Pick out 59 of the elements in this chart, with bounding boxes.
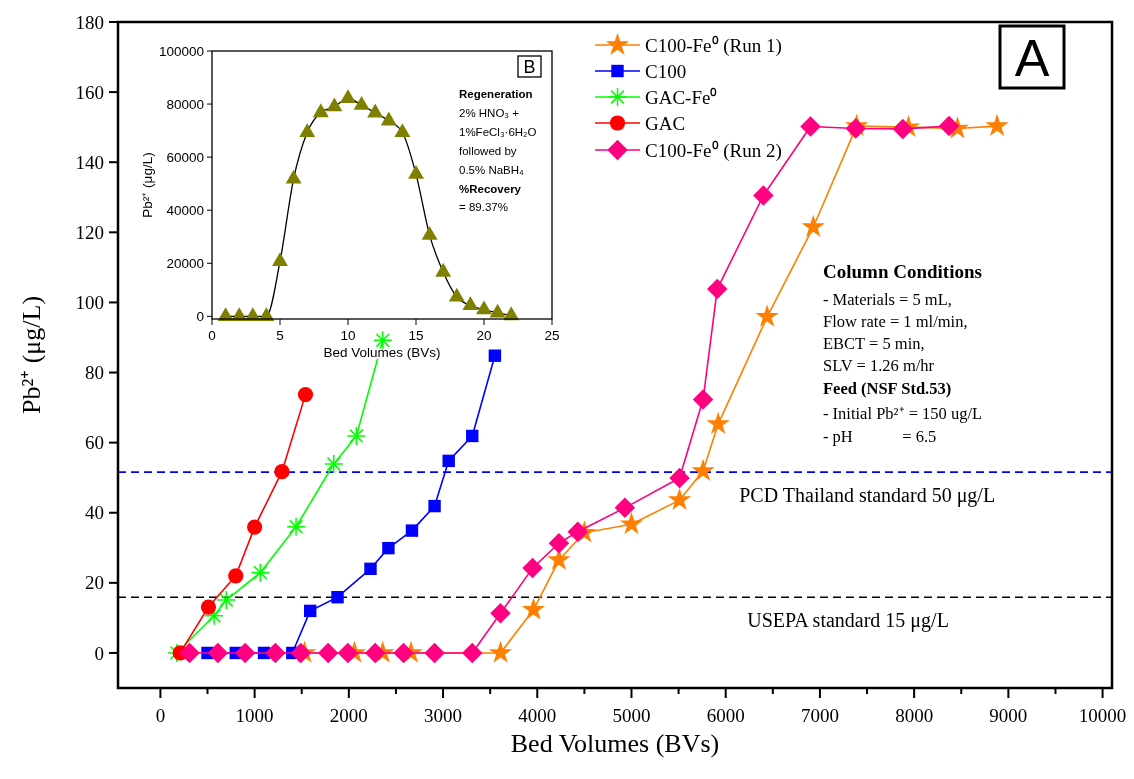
y-tick-label: 180 [75, 11, 104, 33]
y-tick-label: 20 [85, 572, 104, 594]
legend-label: C100 [645, 60, 687, 82]
annotation: EBCT = 5 min, [823, 334, 925, 353]
x-tick-label: 0 [208, 328, 216, 343]
x-axis-title: Bed Volumes (BVs) [510, 729, 720, 758]
annotation: followed by [459, 145, 517, 157]
y-tick-label: 80000 [166, 96, 204, 112]
annotation: - Materials = 5 mL, [823, 290, 952, 309]
y-tick-label: 100000 [158, 43, 204, 59]
ref-line-label: PCD Thailand standard 50 μg/L [739, 484, 996, 508]
y-axis-title: Pb²⁺ (μg/L) [140, 152, 155, 218]
ref-line-label: USEPA standard 15 μg/L [747, 609, 949, 633]
annotation: A [1014, 28, 1050, 87]
y-tick-label: 20000 [166, 256, 204, 271]
y-tick-label: 60 [85, 432, 104, 454]
x-tick-label: 9000 [989, 705, 1028, 726]
y-tick-label: 160 [75, 81, 104, 103]
annotation: = 89.37% [459, 201, 508, 213]
x-tick-label: 15 [408, 328, 424, 343]
annotation: Column Conditions [823, 261, 982, 282]
annotation: - pH = 6.5 [823, 427, 937, 446]
x-tick-label: 2000 [329, 705, 368, 726]
annotation: %Recovery [459, 183, 522, 195]
annotation: B [523, 56, 536, 77]
x-tick-label: 3000 [424, 705, 463, 726]
x-tick-label: 4000 [518, 705, 557, 726]
x-tick-label: 10000 [1078, 705, 1127, 726]
annotation: SLV = 1.26 m/hr [823, 356, 935, 375]
annotation: - Initial Pb²⁺ = 150 ug/L [823, 404, 983, 423]
x-tick-label: 5000 [612, 705, 651, 726]
y-tick-label: 0 [94, 642, 104, 664]
y-tick-label: 0 [196, 309, 204, 325]
annotation: Flow rate = 1 ml/min, [823, 312, 968, 331]
y-tick-label: 100 [75, 292, 104, 314]
y-tick-label: 80 [85, 362, 104, 384]
y-tick-label: 40 [85, 502, 104, 524]
x-tick-label: 6000 [706, 705, 745, 726]
annotation: 1%FeCl₃·6H₂O [459, 126, 537, 138]
annotation: Feed (NSF Std.53) [823, 379, 952, 398]
x-tick-label: 25 [544, 328, 560, 343]
y-tick-label: 40000 [166, 202, 204, 218]
x-tick-label: 8000 [895, 705, 934, 726]
x-tick-label: 5 [276, 328, 284, 343]
annotation: 2% HNO₃ + [459, 107, 520, 119]
x-tick-label: 10 [340, 328, 356, 343]
x-tick-label: 7000 [800, 705, 839, 726]
legend-label: GAC-Fe⁰ [645, 86, 718, 108]
legend-label: C100-Fe⁰ (Run 1) [645, 34, 782, 57]
y-tick-label: 140 [75, 151, 104, 173]
annotation: 0.5% NaBH₄ [459, 164, 525, 176]
x-tick-label: 1000 [235, 705, 274, 726]
legend-label: C100-Fe⁰ (Run 2) [645, 139, 782, 162]
y-axis-title: Pb²⁺ (μg/L) [17, 295, 46, 415]
x-tick-label: 20 [476, 328, 492, 343]
legend-label: GAC [645, 112, 686, 134]
y-tick-label: 60000 [166, 149, 204, 165]
y-tick-label: 120 [75, 221, 104, 243]
annotation: Regeneration [459, 88, 533, 100]
